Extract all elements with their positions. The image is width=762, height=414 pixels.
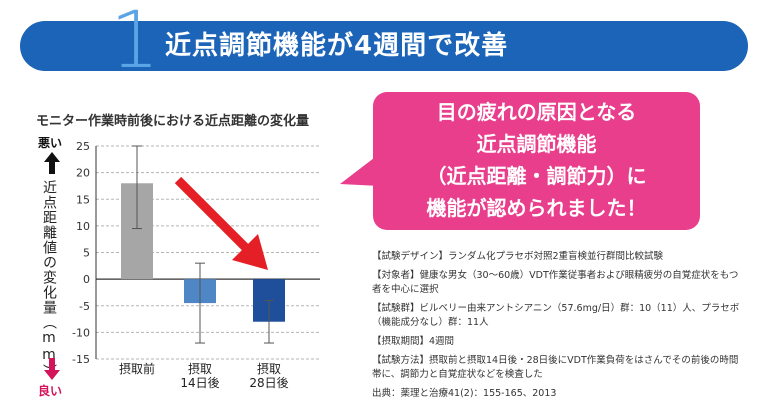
bad-label: 悪い xyxy=(38,136,63,150)
x-tick-label: 摂取 xyxy=(188,361,212,376)
callout-tail xyxy=(340,158,380,186)
study-info: 【試験デザイン】ランダム化プラセボ対照2重盲検並行群間比較試験 【対象者】健康な… xyxy=(372,250,747,406)
arrow-up-icon xyxy=(44,152,60,174)
y-tick-label: -10 xyxy=(72,326,90,339)
x-tick-label: 14日後 xyxy=(180,376,219,390)
y-tick-label: -5 xyxy=(79,300,90,313)
callout-line: （近点距離・調節力）に xyxy=(426,164,647,188)
callout-box xyxy=(373,92,700,230)
decrease-arrow-icon xyxy=(174,176,268,270)
info-method: 【試験方法】摂取前と摂取14日後・28日後にVDT作業負荷をはさんでその前後の時… xyxy=(372,355,739,380)
y-tick-label: 10 xyxy=(76,220,90,233)
banner-number: 1 xyxy=(110,0,160,86)
info-period: 【摂取期間】4週間 xyxy=(372,336,455,347)
y-tick-label: 5 xyxy=(83,247,90,260)
y-axis-label: 近点距離値の変化量（mm） xyxy=(41,180,57,379)
y-tick-label: 20 xyxy=(76,167,90,180)
y-tick-label: -15 xyxy=(72,353,90,366)
callout-line: 機能が認められました！ xyxy=(426,196,647,220)
chart-title: モニター作業時前後における近点距離の変化量 xyxy=(36,114,310,129)
y-tick-label: 25 xyxy=(76,140,90,153)
header-banner xyxy=(20,21,748,71)
banner-title: 近点調節機能が4週間で改善 xyxy=(165,31,509,61)
good-label: 良い xyxy=(38,384,63,398)
callout-text: 目の疲れの原因となる 近点調節機能 （近点距離・調節力）に 機能が認められました… xyxy=(373,96,700,224)
arrow-down-icon xyxy=(44,358,60,380)
x-tick-label: 摂取 xyxy=(257,361,281,376)
y-tick-label: 0 xyxy=(83,273,90,286)
y-tick-label: 15 xyxy=(76,193,90,206)
info-subjects: 【対象者】健康な男女（30〜60歳）VDT作業従事者および眼精疲労の自覚症状をも… xyxy=(372,270,739,295)
callout-line: 近点調節機能 xyxy=(476,132,597,156)
callout-line: 目の疲れの原因となる xyxy=(436,100,637,124)
x-tick-label: 摂取前 xyxy=(119,361,155,376)
info-design: 【試験デザイン】ランダム化プラセボ対照2重盲検並行群間比較試験 xyxy=(372,251,664,262)
x-tick-label: 28日後 xyxy=(249,376,288,390)
info-source: 出典：薬理と治療41(2)：155-165、2013 xyxy=(372,388,557,399)
info-groups: 【試験群】ビルベリー由来アントシアニン（57.6mg/日）群：10（11）人、プ… xyxy=(372,303,740,328)
